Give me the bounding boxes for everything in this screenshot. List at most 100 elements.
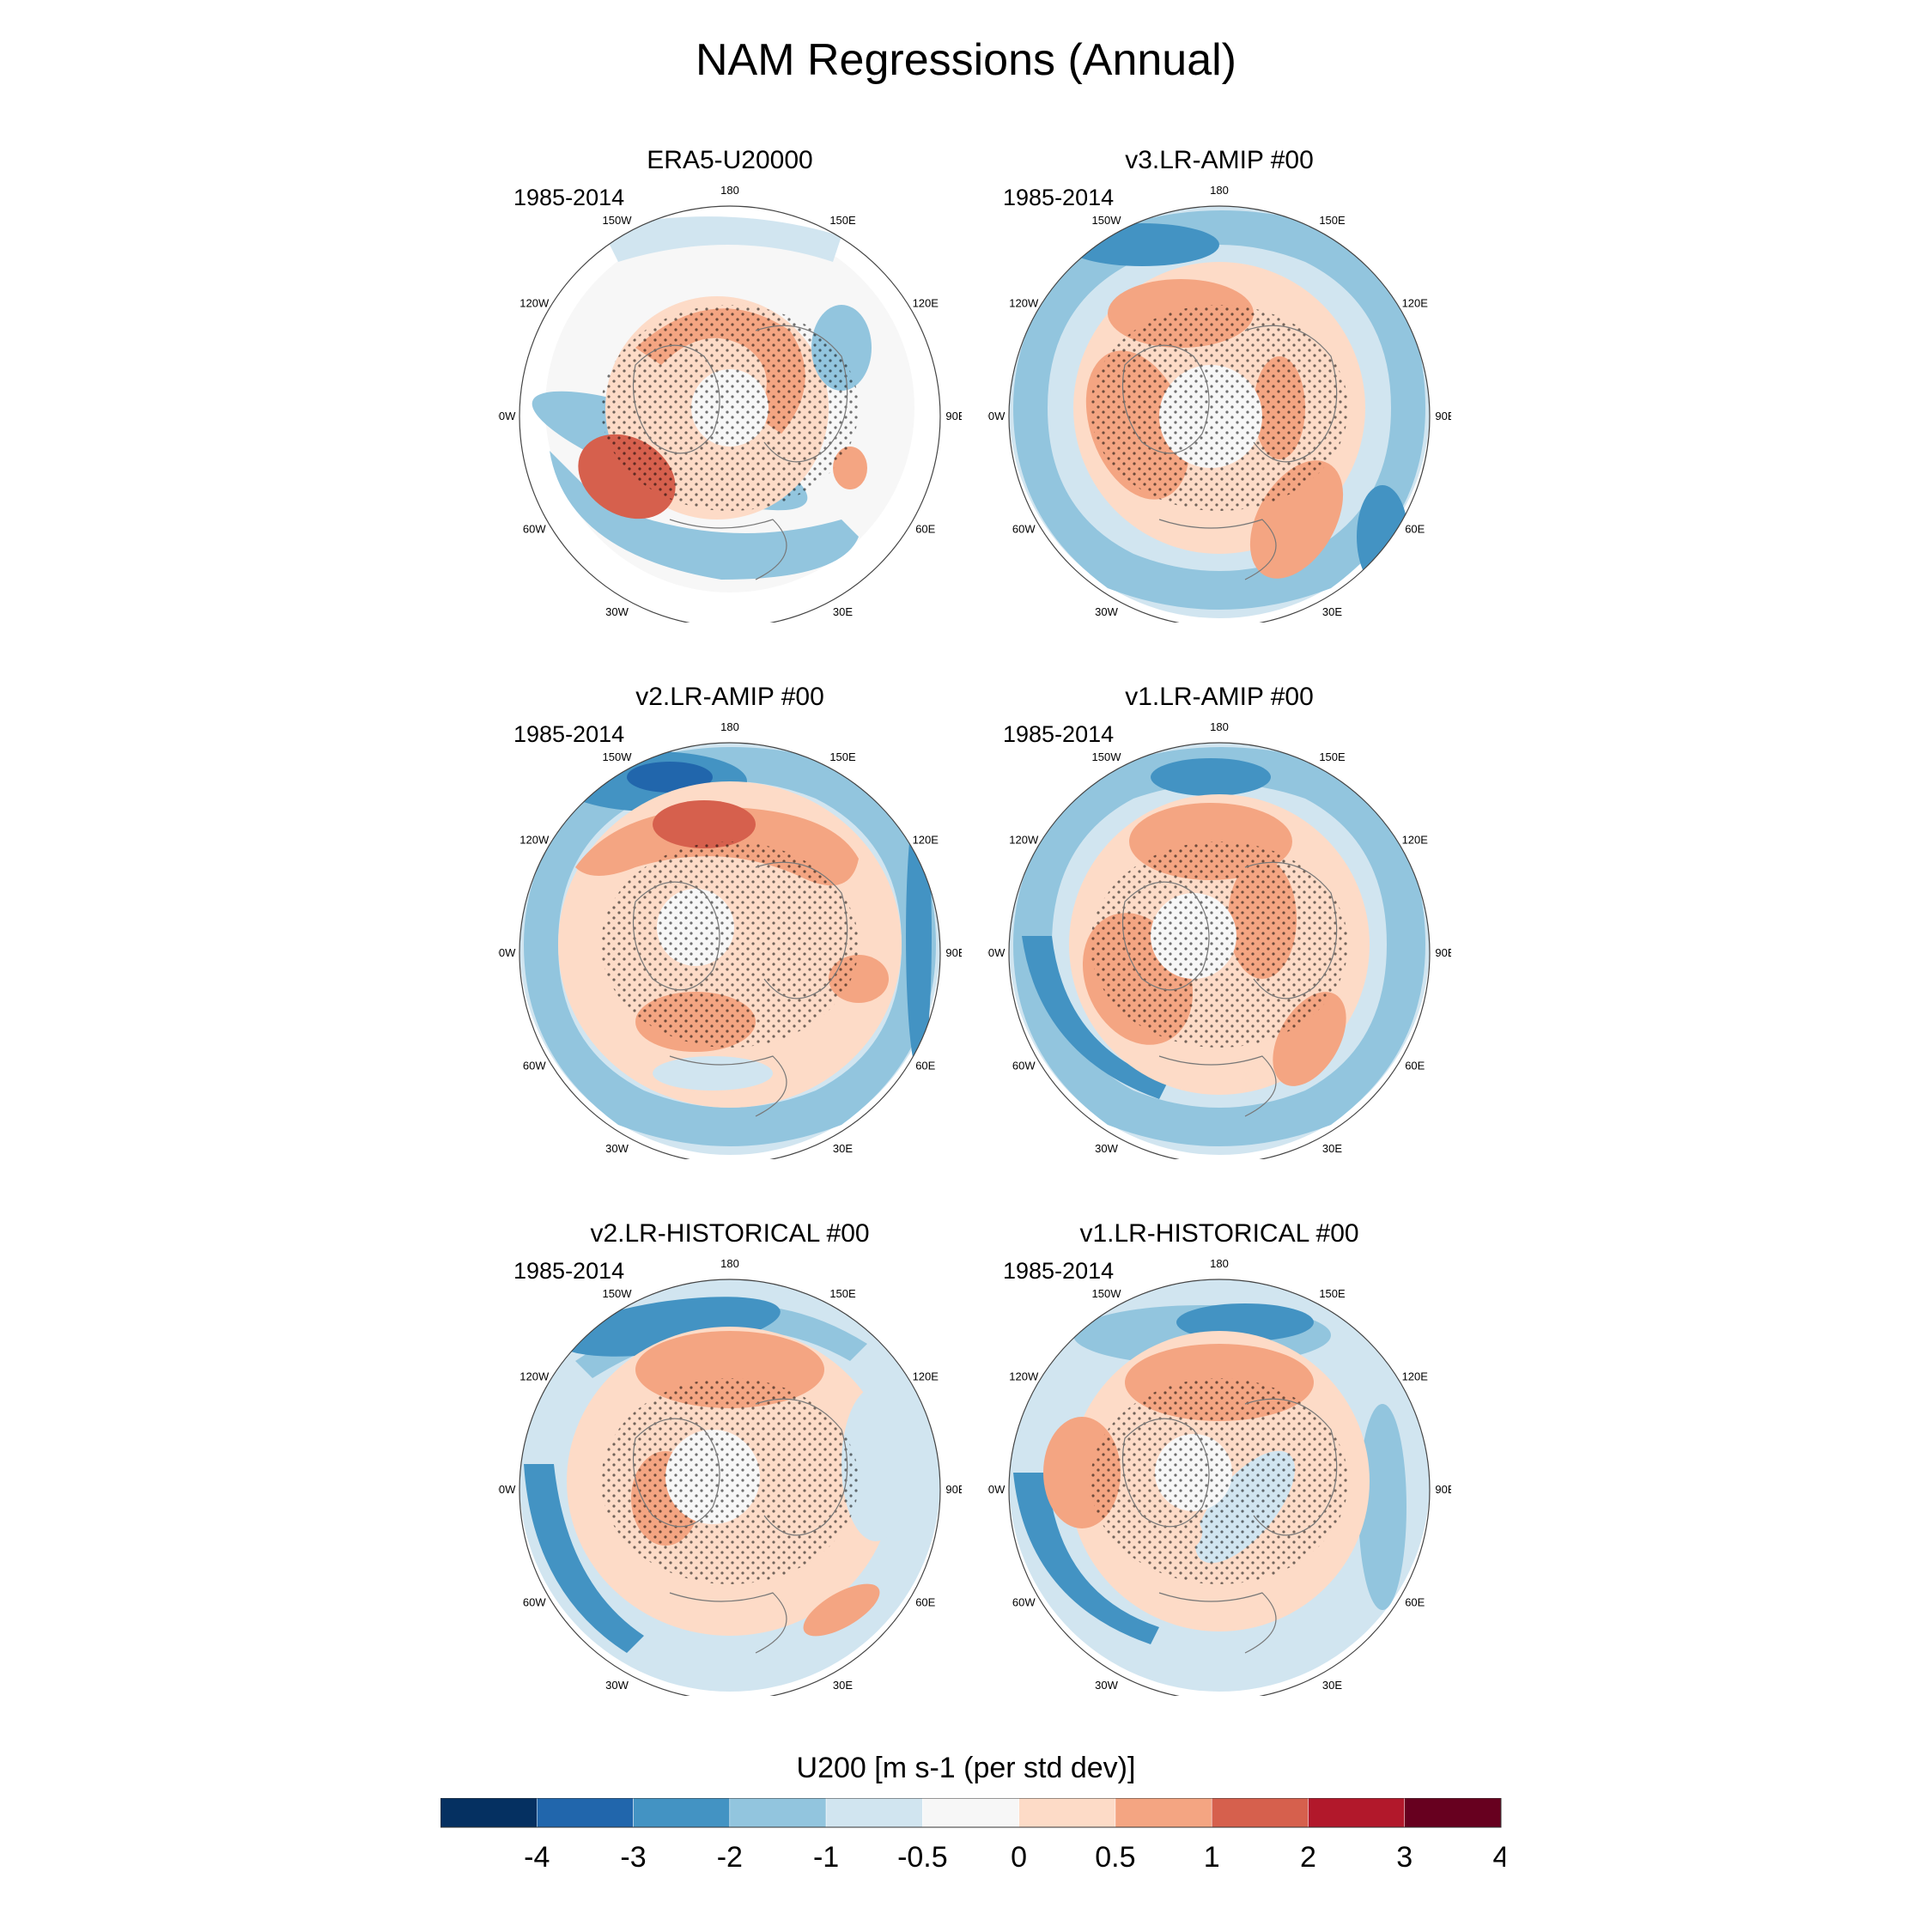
coastline xyxy=(1244,325,1338,463)
polar-map: 180150E120E90E60E30E030W60W90W120W150W xyxy=(498,185,962,623)
panel-title: v1.LR-AMIP #00 xyxy=(1125,683,1314,711)
longitude-label: 150W xyxy=(603,750,633,763)
contour-region xyxy=(1065,223,1219,266)
colorbar-title: U200 [m s-1 (per std dev)] xyxy=(796,1752,1136,1784)
coastline xyxy=(1158,519,1277,580)
coastline xyxy=(1122,1418,1210,1528)
colorbar-tick-label: 0.5 xyxy=(1095,1841,1135,1874)
longitude-label: 120E xyxy=(913,297,939,310)
polar-map: 180150E120E90E60E30E030W60W90W120W150W xyxy=(987,1258,1451,1696)
coastline xyxy=(633,881,720,991)
figure-title: NAM Regressions (Annual) xyxy=(695,35,1237,85)
longitude-label: 30W xyxy=(1095,605,1118,618)
longitude-label: 30W xyxy=(1095,1142,1118,1155)
longitude-label: 150E xyxy=(1319,1287,1346,1300)
colorbar-tick-label: 0 xyxy=(1011,1841,1027,1874)
colorbar-tick-label: 4 xyxy=(1493,1841,1505,1874)
coastline xyxy=(633,344,720,454)
longitude-label: 180 xyxy=(720,721,739,733)
longitude-label: 180 xyxy=(1210,1258,1229,1270)
longitude-label: 120E xyxy=(1402,834,1429,847)
longitude-label: 90W xyxy=(987,410,1005,422)
contour-region xyxy=(1357,485,1408,588)
coastline xyxy=(1158,1592,1277,1654)
colorbar-swatch xyxy=(729,1798,827,1828)
longitude-label: 120E xyxy=(1402,1370,1429,1383)
colorbar-tick-label: 3 xyxy=(1396,1841,1413,1874)
longitude-label: 90W xyxy=(987,946,1005,959)
longitude-label: 120E xyxy=(913,1370,939,1383)
coastline xyxy=(669,519,787,580)
longitude-label: 120W xyxy=(1009,297,1039,310)
colorbar: -4 -3 -2 -1 -0.5 0 0.5 1 2 3 4 xyxy=(440,1798,1505,1874)
panel-period: 1985-2014 xyxy=(513,185,625,210)
regression-field xyxy=(532,216,914,592)
longitude-label: 90W xyxy=(498,410,516,422)
regression-field xyxy=(519,1279,940,1692)
longitude-label: 90E xyxy=(1435,1483,1451,1496)
colorbar-swatch xyxy=(1018,1798,1116,1828)
longitude-label: 90W xyxy=(987,1483,1005,1496)
longitude-label: 150W xyxy=(1092,1287,1122,1300)
longitude-label: 30E xyxy=(833,1142,853,1155)
contour-region xyxy=(1013,1473,1159,1644)
colorbar-swatch xyxy=(1115,1798,1212,1828)
longitude-label: 150W xyxy=(1092,214,1122,227)
significance-stipple xyxy=(601,305,859,511)
longitude-label: 60E xyxy=(1405,523,1425,536)
map-panel: v1.LR-AMIP #00 1985-2014 180 150E 120E 90E 6… xyxy=(987,683,1451,1163)
longitude-label: 120E xyxy=(1402,297,1429,310)
longitude-label: 150W xyxy=(603,1287,633,1300)
coastline xyxy=(1244,861,1338,999)
longitude-label: 120W xyxy=(519,297,550,310)
longitude-label: 60E xyxy=(1405,1060,1425,1072)
significance-stipple xyxy=(1091,1378,1348,1584)
map-panel: v2.LR-AMIP #00 1985-2014 180 150E 120E 90E 6… xyxy=(498,683,962,1163)
contour-region xyxy=(1358,1404,1406,1610)
longitude-label: 60W xyxy=(1012,523,1036,536)
longitude-label: 90E xyxy=(945,946,962,959)
longitude-label: 120W xyxy=(519,834,550,847)
longitude-label: 30E xyxy=(1322,605,1342,618)
coastline xyxy=(755,325,848,463)
longitude-label: 60W xyxy=(1012,1596,1036,1609)
map-panel: v2.LR-HISTORICAL #00 1985-2014 180 150E 12… xyxy=(498,1219,962,1700)
coastline xyxy=(1122,344,1210,454)
colorbar-swatch xyxy=(1404,1798,1502,1828)
contour-region xyxy=(653,800,756,848)
longitude-label: 60E xyxy=(915,1060,935,1072)
longitude-label: 60W xyxy=(523,1060,546,1072)
regression-field xyxy=(519,743,940,1155)
longitude-label: 60E xyxy=(1405,1596,1425,1609)
colorbar-tick-label: -4 xyxy=(524,1841,550,1874)
longitude-label: 120E xyxy=(913,834,939,847)
longitude-label: 60E xyxy=(915,523,935,536)
colorbar-tick-label: -2 xyxy=(717,1841,743,1874)
panel-period: 1985-2014 xyxy=(1003,185,1115,210)
longitude-label: 30E xyxy=(833,605,853,618)
longitude-label: 180 xyxy=(720,1258,739,1270)
map-panel: v3.LR-AMIP #00 1985-2014 180 150E 120E 90E 6… xyxy=(987,146,1451,627)
colorbar-tick-label: -1 xyxy=(813,1841,839,1874)
map-boundary xyxy=(519,1279,941,1696)
longitude-label: 30E xyxy=(833,1679,853,1692)
contour-region xyxy=(1022,936,1168,1099)
longitude-label: 30W xyxy=(605,605,629,618)
polar-map: 180150E120E90E60E30E030W60W90W120W150W xyxy=(987,185,1451,623)
longitude-label: 120W xyxy=(1009,834,1039,847)
significance-stipple xyxy=(601,1378,859,1584)
contour-region xyxy=(1151,758,1271,796)
map-boundary xyxy=(1008,1279,1431,1696)
contour-region xyxy=(524,1464,644,1653)
polar-map: 180150E120E90E60E30E030W60W90W120W150W xyxy=(498,1258,962,1696)
longitude-label: 180 xyxy=(1210,721,1229,733)
panel-title: v3.LR-AMIP #00 xyxy=(1125,146,1314,174)
colorbar-swatch xyxy=(1211,1798,1309,1828)
panel-period: 1985-2014 xyxy=(1003,1258,1115,1284)
contour-region xyxy=(841,1387,910,1541)
coastline xyxy=(669,1592,787,1654)
panel-title: v2.LR-HISTORICAL #00 xyxy=(590,1219,870,1248)
map-boundary xyxy=(1008,742,1431,1159)
longitude-label: 150W xyxy=(603,214,633,227)
panel-title: v2.LR-AMIP #00 xyxy=(635,683,824,711)
